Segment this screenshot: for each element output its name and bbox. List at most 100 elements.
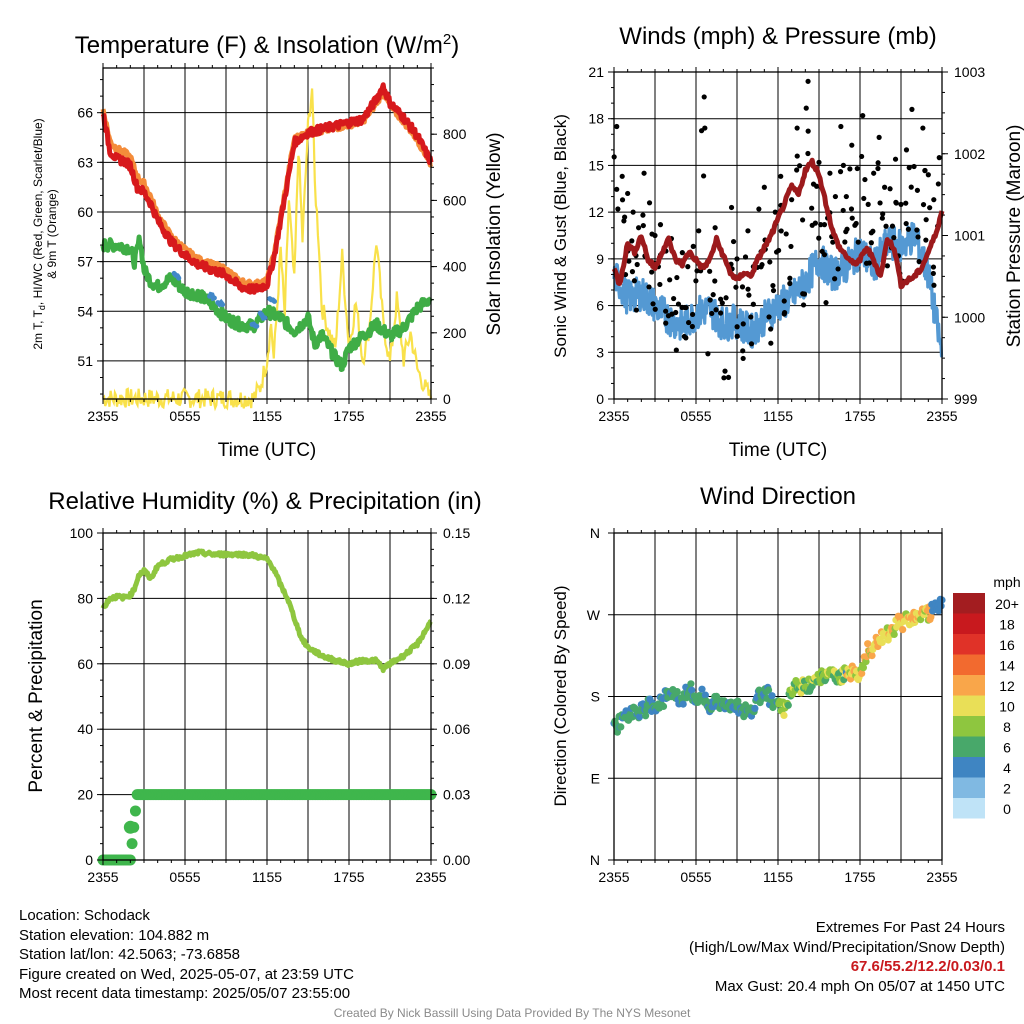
gust-point: [748, 341, 755, 347]
gust-point: [740, 355, 746, 362]
x-tick-label: 0555: [680, 869, 711, 885]
gust-point: [847, 166, 853, 172]
gust-point: [930, 264, 937, 270]
gust-point: [667, 277, 673, 283]
y-tick-label: 40: [77, 721, 93, 737]
gust-point: [679, 250, 685, 256]
gust-point: [800, 302, 807, 308]
gust-point: [823, 300, 829, 306]
legend-label: 16: [999, 637, 1015, 653]
chart-title-sup: 2: [443, 31, 451, 48]
direction-point: [679, 700, 687, 708]
direction-point: [864, 640, 872, 648]
gust-point: [853, 220, 859, 227]
gust-point: [622, 214, 628, 220]
gust-point: [739, 284, 746, 290]
gust-point: [813, 183, 820, 189]
gust-point: [707, 268, 713, 274]
gust-point: [770, 282, 776, 289]
y2-tick-label: 0.09: [443, 656, 470, 672]
direction-point: [751, 704, 759, 713]
gust-point: [778, 173, 784, 179]
y2-tick-label: 0.12: [443, 590, 470, 606]
gust-point: [800, 217, 806, 223]
gust-point: [646, 284, 652, 290]
extremes-values: 67.6/55.2/12.2/0.03/0.1: [850, 958, 1005, 975]
gust-point: [781, 298, 787, 304]
gust-point: [713, 307, 719, 313]
x-tick-label: 2355: [598, 408, 629, 424]
gust-point: [837, 169, 844, 175]
gust-point: [908, 184, 914, 190]
gust-point: [821, 222, 828, 228]
direction-point: [701, 691, 710, 699]
humidity-precip-panel: 2355 0555 1155 1755 23550204060801000.000.03…: [26, 488, 482, 885]
gust-point: [625, 190, 631, 197]
gust-point: [832, 276, 838, 282]
direction-point: [868, 652, 876, 660]
gust-point: [630, 209, 636, 215]
direction-point: [899, 626, 907, 634]
gust-point: [781, 309, 788, 316]
gust-point: [935, 181, 941, 187]
direction-point: [617, 723, 625, 731]
x-tick-label: 1155: [763, 408, 793, 424]
x-tick-label: 2355: [926, 869, 957, 885]
x-tick-label: 0555: [169, 408, 200, 424]
gust-point: [633, 307, 639, 313]
legend-label: 12: [999, 678, 1015, 694]
y2-axis-label: Station Pressure (Maroon): [1004, 125, 1024, 348]
gust-point: [796, 163, 803, 169]
gust-point: [868, 240, 874, 246]
gust-point: [809, 222, 815, 228]
y2-axis-label: Solar Insolation (Yellow): [484, 132, 505, 335]
y-tick-label: 60: [77, 656, 93, 672]
gust-point: [761, 184, 767, 190]
gust-point: [712, 278, 718, 284]
y-tick-label: 18: [588, 111, 604, 127]
y2-axis-label-text: Solar Insolation (Yellow): [484, 132, 505, 335]
chart-title: Temperature (F) & Insolation (W/m2): [75, 31, 459, 59]
gust-point: [690, 311, 696, 318]
y-axis-label: 2m T, Td, HI/WC (Red, Green, Scarlet/Blu…: [31, 118, 59, 349]
gust-point: [909, 106, 915, 112]
x-tick-label: 1755: [333, 869, 364, 885]
y-tick-label: N: [590, 852, 600, 868]
gust-point: [862, 176, 868, 183]
y2-tick-label: 0.06: [443, 721, 470, 737]
y2-tick-label: 200: [443, 325, 467, 341]
gust-point: [860, 113, 866, 119]
gust-point: [794, 167, 800, 173]
legend-title: mph: [993, 574, 1020, 590]
gust-point: [701, 173, 707, 179]
y-axis-label: Direction (Colored By Speed): [551, 585, 570, 806]
gust-point: [767, 259, 773, 265]
winds-panel: 2355 0555 1155 1755 2355 Time (UTC) 0 3 6 9 12 15 18…: [551, 23, 1024, 461]
y-axis-label-part: d: [37, 305, 47, 310]
gust-point: [898, 201, 904, 207]
gust-point: [840, 207, 846, 214]
gust-point: [734, 256, 740, 262]
extremes-title: Extremes For Past 24 Hours: [815, 919, 1005, 936]
extremes-info: Extremes For Past 24 Hours (High/Low/Max…: [689, 918, 1005, 996]
gust-point: [787, 280, 793, 287]
dewpoint-line: [100, 234, 433, 372]
gust-point: [801, 291, 808, 297]
y2-tick-label: 1003: [954, 64, 985, 80]
heat-index-windchill-segment: [267, 296, 277, 304]
x-tick-label: 0555: [680, 408, 711, 424]
y-tick-label: 57: [77, 254, 93, 270]
gust-point: [734, 333, 740, 339]
gust-point: [887, 186, 893, 192]
gust-point: [883, 223, 889, 229]
gust-point: [936, 155, 942, 161]
gust-point: [854, 165, 860, 172]
gust-point: [740, 321, 746, 327]
legend-swatch: [953, 593, 985, 614]
gust-point: [875, 160, 881, 166]
solar-insolation-line: [102, 88, 433, 412]
y-axis-label-line1: 2m T, Td, HI/WC (Red, Green, Scarlet/Blu…: [31, 118, 47, 349]
station-info: Location: Schodack Station elevation: 10…: [19, 906, 354, 1004]
